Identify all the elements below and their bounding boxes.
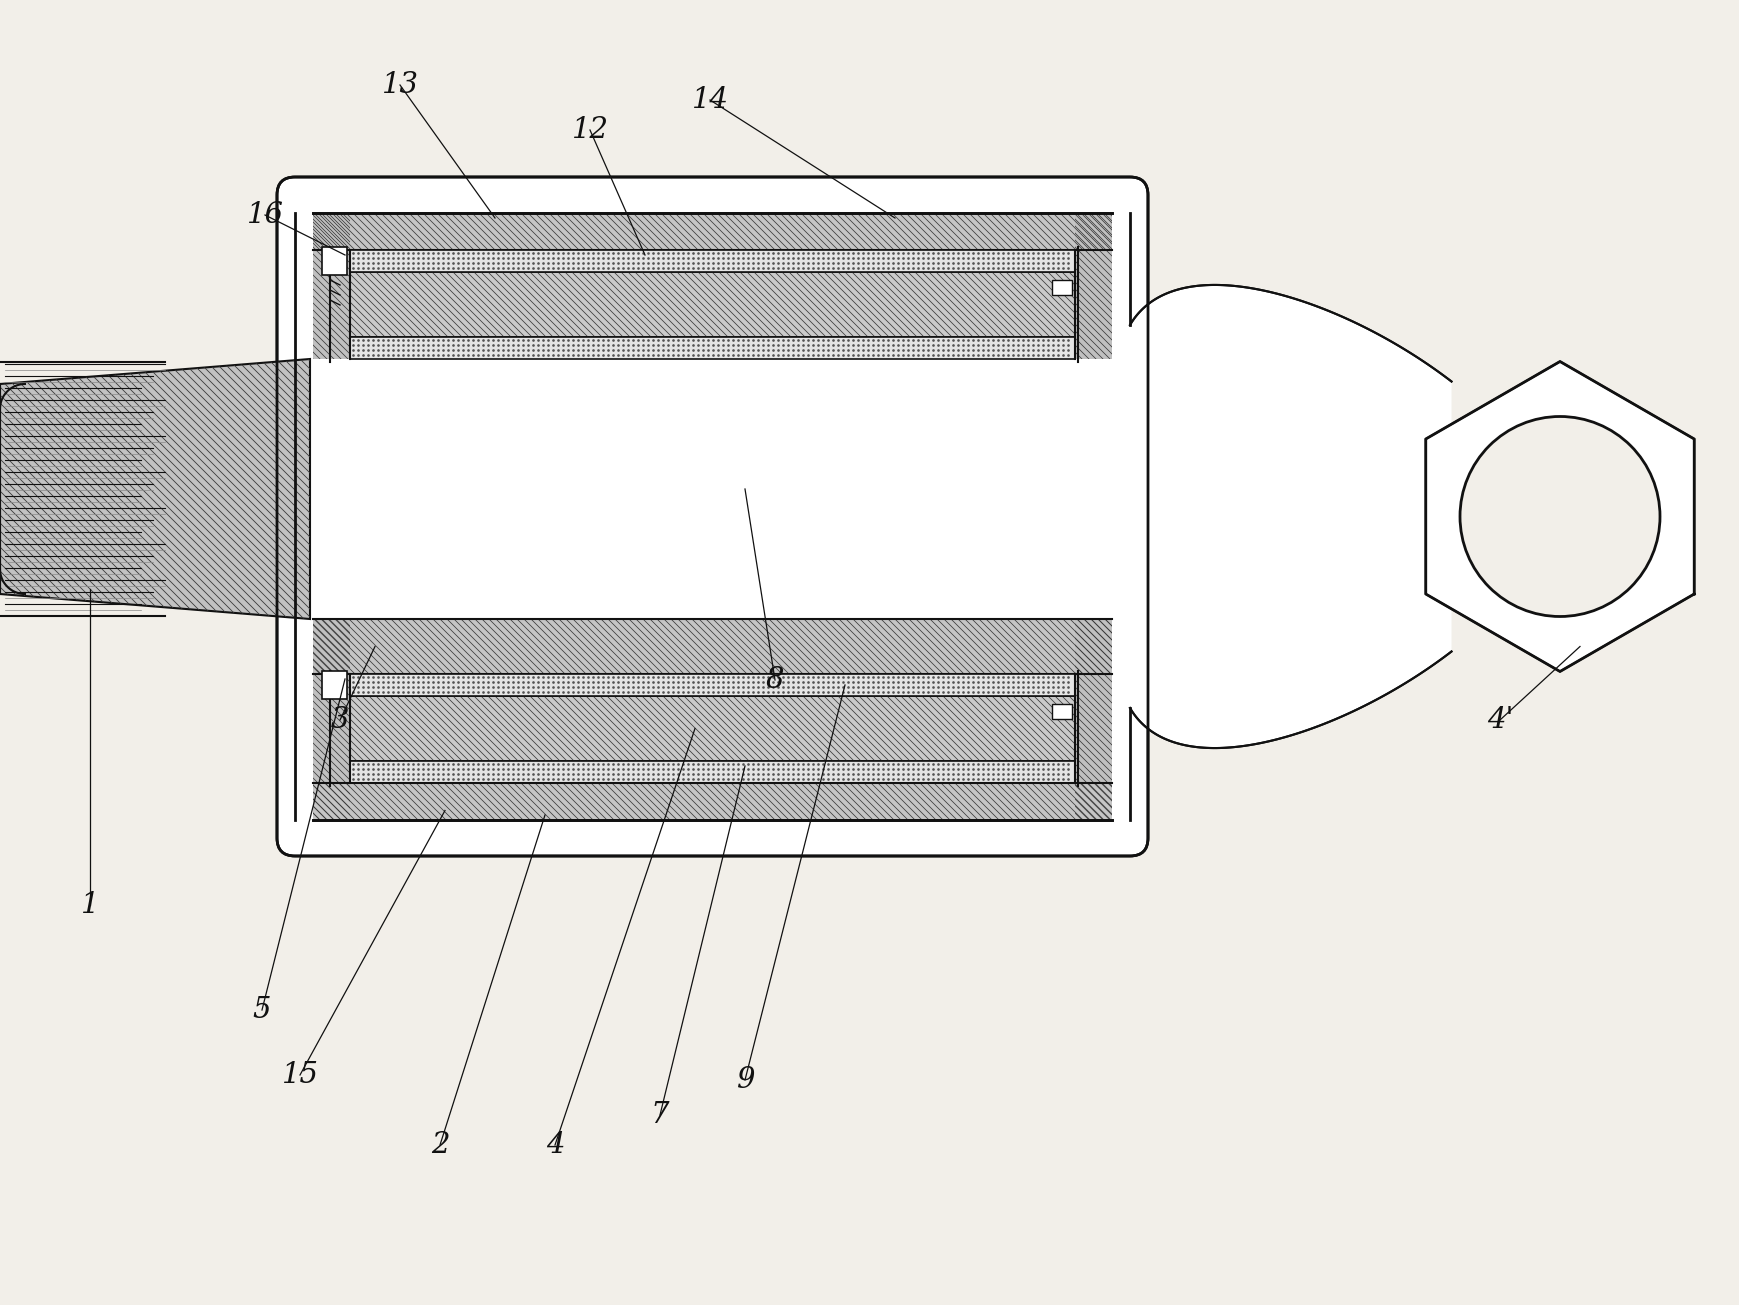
Polygon shape xyxy=(1129,284,1450,748)
Bar xyxy=(313,619,1111,673)
Text: 1: 1 xyxy=(80,891,99,919)
Bar xyxy=(313,213,350,359)
Text: 5: 5 xyxy=(252,996,271,1024)
Bar xyxy=(350,673,1075,696)
Text: 14: 14 xyxy=(690,86,729,114)
Text: 13: 13 xyxy=(381,70,419,99)
Polygon shape xyxy=(0,359,310,619)
Bar xyxy=(350,251,1075,271)
Text: 4': 4' xyxy=(1485,706,1513,733)
Text: 16: 16 xyxy=(247,201,283,228)
Bar xyxy=(313,783,1111,820)
Text: 7: 7 xyxy=(650,1101,670,1129)
Bar xyxy=(1052,281,1071,295)
Bar xyxy=(350,271,1075,337)
Bar xyxy=(350,337,1075,359)
Text: 12: 12 xyxy=(570,116,609,144)
Bar xyxy=(1075,619,1111,820)
Text: 15: 15 xyxy=(282,1061,318,1088)
Polygon shape xyxy=(1424,361,1694,672)
Text: 2: 2 xyxy=(431,1131,449,1159)
FancyBboxPatch shape xyxy=(277,177,1148,856)
Bar xyxy=(313,213,1111,251)
Bar xyxy=(322,671,346,699)
Bar xyxy=(313,619,350,820)
Bar xyxy=(1052,703,1071,719)
Bar xyxy=(322,247,346,275)
Text: 9: 9 xyxy=(736,1066,753,1094)
Circle shape xyxy=(1459,416,1659,616)
Text: 3: 3 xyxy=(330,706,350,733)
Text: 4: 4 xyxy=(546,1131,563,1159)
Bar xyxy=(350,761,1075,783)
Bar xyxy=(1075,213,1111,359)
Bar xyxy=(350,696,1075,761)
Text: 8: 8 xyxy=(765,666,784,694)
